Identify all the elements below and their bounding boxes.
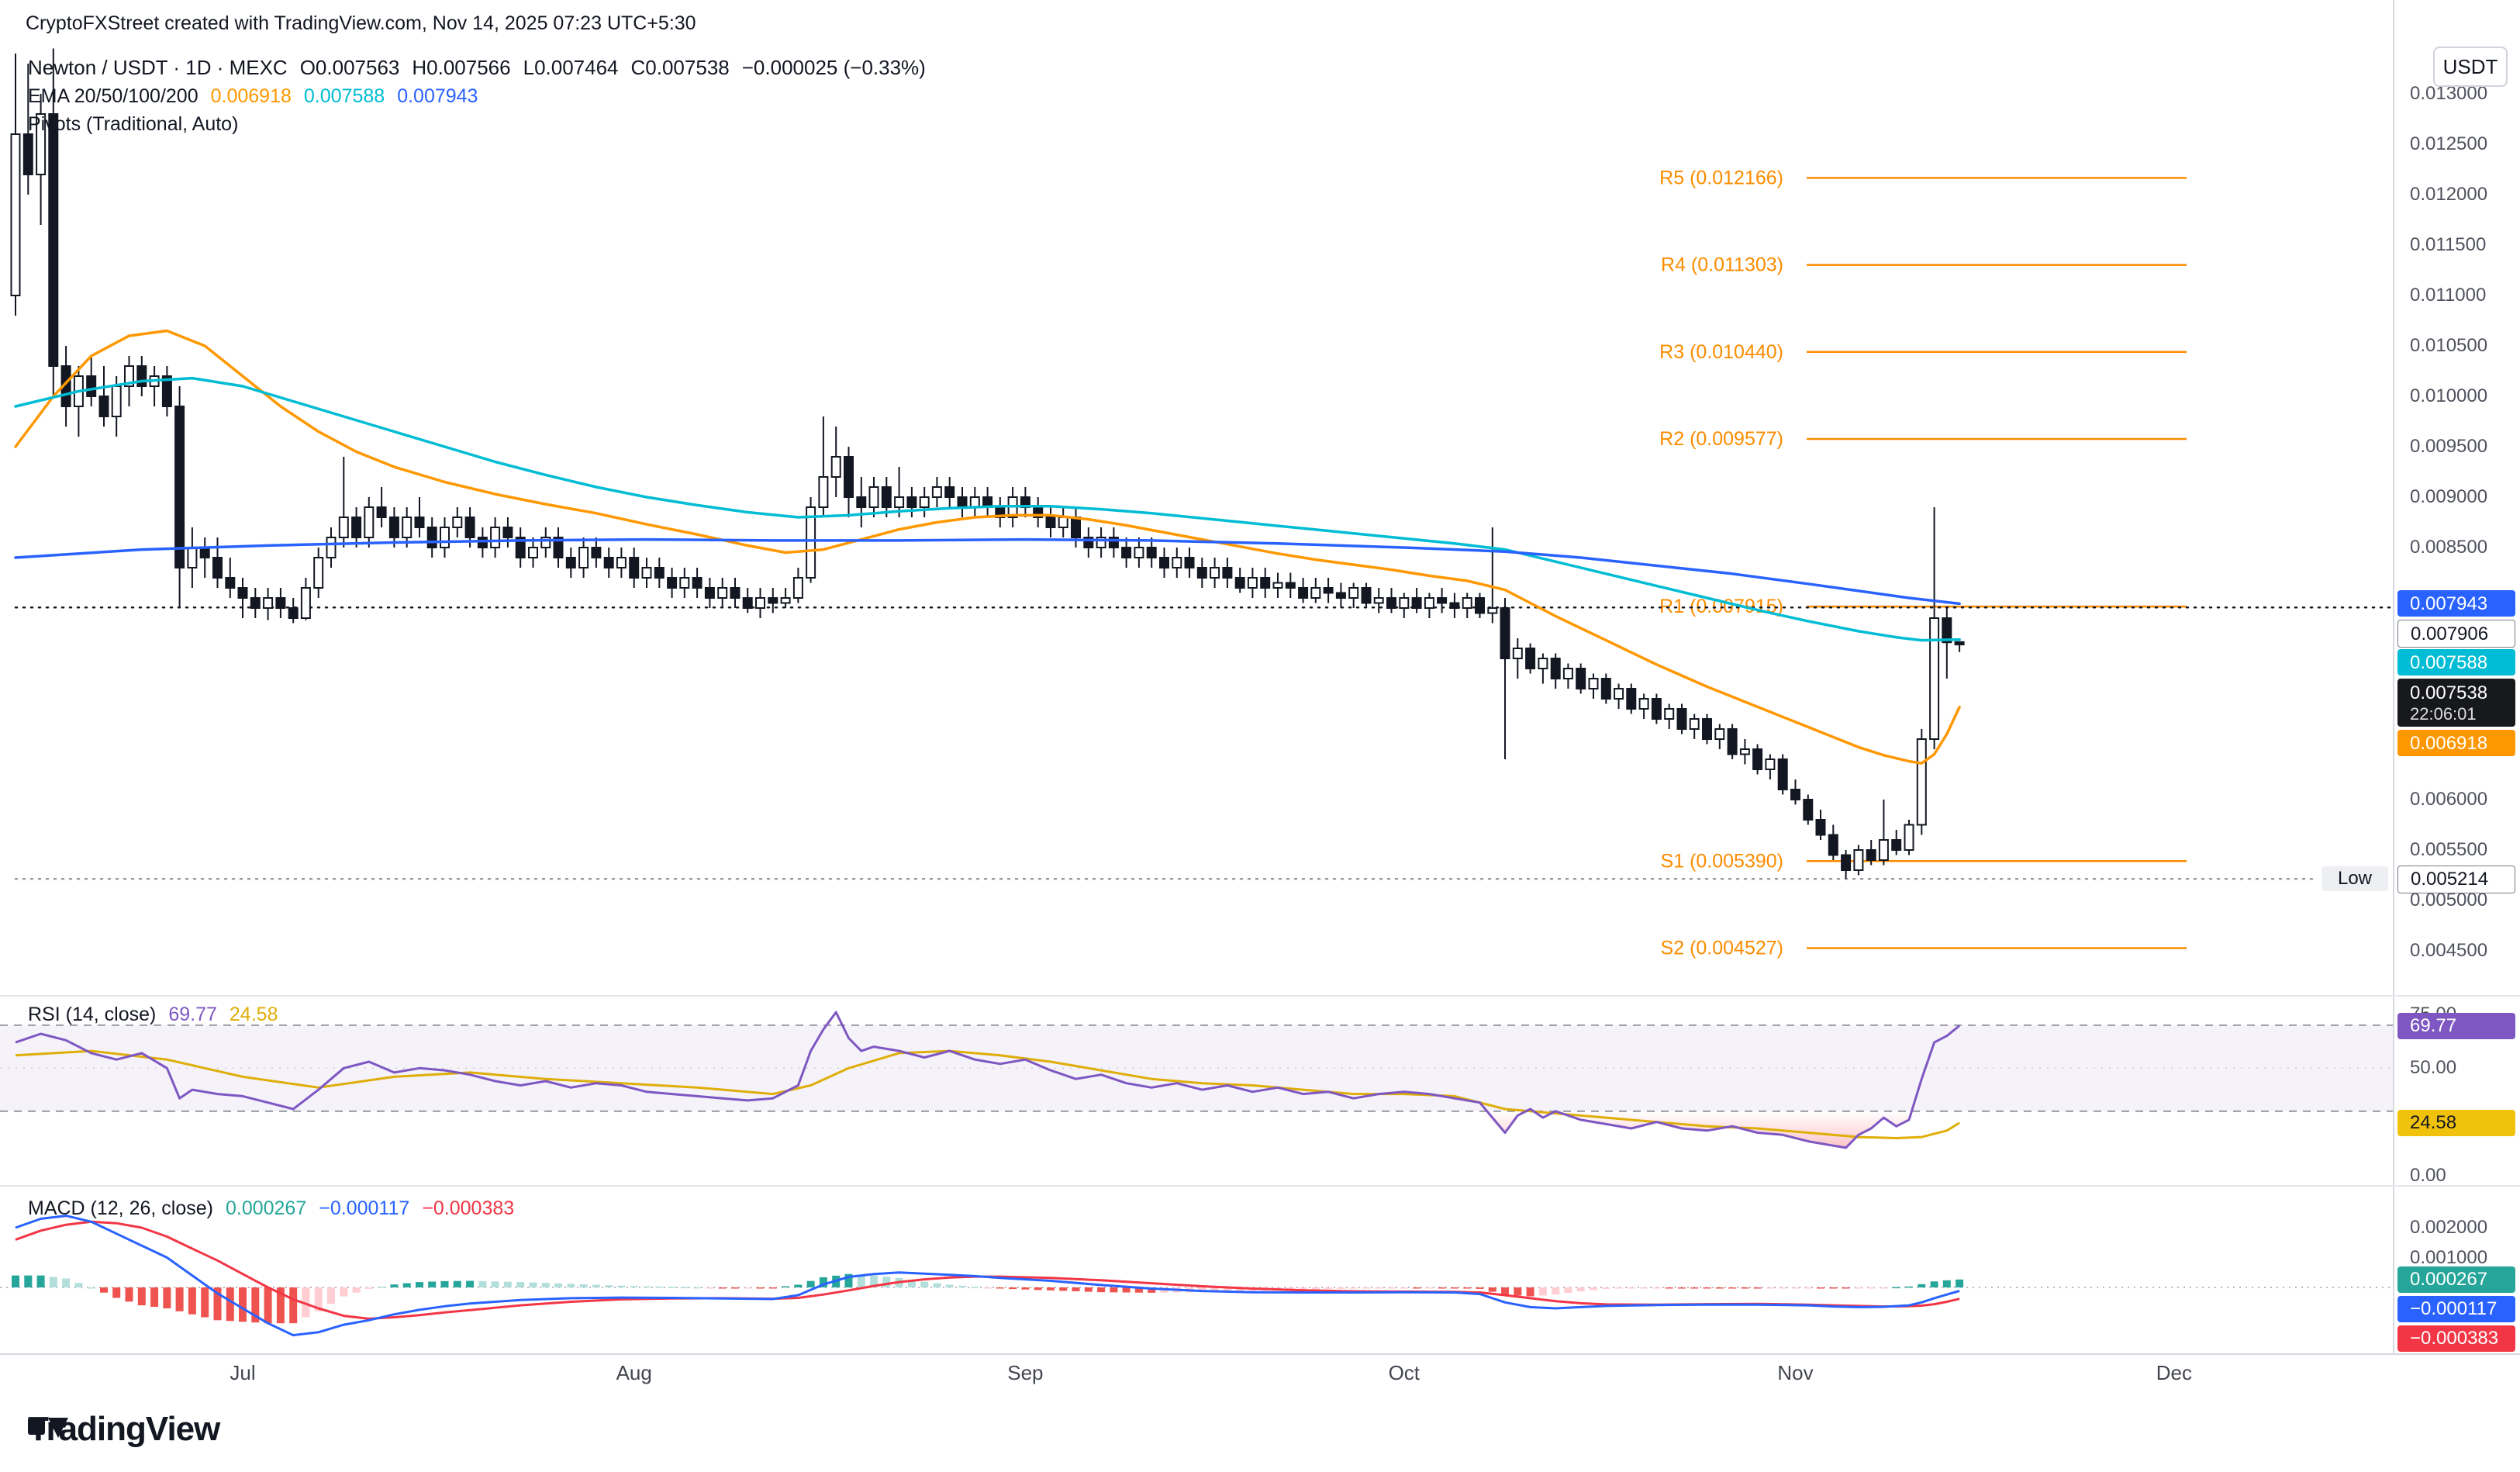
ema-line-cyan [14, 376, 1961, 642]
ohlc-open: O0.007563 [299, 56, 400, 79]
tradingview-logo-icon [28, 1418, 68, 1438]
rsi-legend[interactable]: RSI (14, close) 69.77 24.58 [28, 1004, 278, 1026]
time-axis-month: Dec [2156, 1361, 2192, 1384]
price-label-badge: 24.58 [2397, 1109, 2515, 1136]
price-label-badge: 0.007906 [2397, 620, 2515, 648]
time-axis-month: Oct [1388, 1361, 1421, 1384]
price-label-badge: 0.000267 [2397, 1266, 2515, 1293]
pivot-levels[interactable]: R5 (0.012166) R4 (0.011303) R3 (0.010440) R… [1659, 167, 2187, 959]
ema-line-blue [14, 537, 1961, 606]
rsi-line [15, 1011, 1961, 1149]
price-label-badge: 0.007943 [2397, 590, 2515, 617]
ema-legend-label: EMA 20/50/100/200 [28, 85, 198, 107]
symbol-legend[interactable]: Newton / USDT · 1D · MEXC O0.007563 H0.0… [28, 56, 926, 80]
axis-tick: 50.00 [2410, 1057, 2457, 1079]
pivot-label: R4 (0.011303) [1661, 254, 1783, 276]
axis-tick: 0.010000 [2410, 385, 2488, 406]
rsi-legend-label: RSI (14, close) [28, 1004, 157, 1025]
axis-tick: 0.012500 [2410, 133, 2488, 154]
axis-tick: 0.008500 [2410, 537, 2488, 558]
pivot-label: R3 (0.010440) [1659, 341, 1783, 363]
axis-tick: 0.011000 [2410, 285, 2487, 306]
ohlc-low: L0.007464 [523, 56, 619, 79]
price-lines[interactable] [14, 606, 2394, 880]
pivot-label: S2 (0.004527) [1661, 938, 1783, 959]
header-note: CryptoFXStreet created with TradingView.… [26, 12, 696, 34]
ohlc-close: C0.007538 [630, 56, 730, 79]
ema-value-blue: 0.007943 [397, 85, 478, 107]
macd-line-value: −0.000117 [319, 1197, 410, 1219]
macd-legend[interactable]: MACD (12, 26, close) 0.000267 −0.000117 … [28, 1197, 514, 1220]
macd-line [15, 1215, 1960, 1337]
ohlc-change: −0.000025 (−0.33%) [741, 56, 926, 79]
axis-tick: 0.006000 [2410, 789, 2488, 810]
price-scale[interactable]: 0.013000 0.012500 0.012000 0.011500 0.011000… [2393, 0, 2520, 1388]
macd-hist-value: 0.000267 [225, 1197, 307, 1219]
price-label-badge: 0.005214 [2397, 866, 2515, 894]
price-label-badge: 69.77 [2397, 1012, 2515, 1039]
pivots-legend[interactable]: Pivots (Traditional, Auto) [28, 113, 238, 136]
macd-legend-label: MACD (12, 26, close) [28, 1197, 213, 1219]
rsi-pane[interactable] [0, 1011, 2393, 1149]
pane-separator-macd[interactable] [0, 1185, 2520, 1187]
pivot-label: R2 (0.009577) [1659, 428, 1783, 450]
time-scale[interactable]: Jul Aug Sep Oct Nov Dec [0, 1355, 2520, 1394]
price-label-badge: 0.007538 22:06:01 [2397, 679, 2515, 727]
chart-canvas[interactable]: R5 (0.012166) R4 (0.011303) R3 (0.010440) R… [0, 0, 2520, 1388]
rsi-oversold-fill [16, 1111, 1960, 1148]
ema-legend[interactable]: EMA 20/50/100/200 0.006918 0.007588 0.00… [28, 85, 478, 108]
axis-tick: 0.00 [2410, 1165, 2446, 1186]
time-axis-month: Nov [1777, 1361, 1814, 1384]
low-price-chip: Low [2322, 866, 2388, 892]
candlestick-series[interactable] [10, 48, 1965, 879]
pivots-legend-label: Pivots (Traditional, Auto) [28, 113, 239, 135]
axis-tick: 0.010500 [2410, 335, 2488, 356]
axis-tick: 0.002000 [2410, 1217, 2488, 1238]
ema-value-orange: 0.006918 [210, 85, 292, 107]
axis-tick: 0.004500 [2410, 940, 2488, 961]
pivot-label: R5 (0.012166) [1659, 167, 1783, 188]
time-axis-month: Jul [230, 1361, 256, 1384]
axis-tick: 0.001000 [2410, 1246, 2488, 1268]
currency-toggle-button[interactable]: USDT [2433, 47, 2508, 87]
axis-tick: 0.009500 [2410, 436, 2488, 457]
ema-line-orange [14, 329, 1961, 765]
pane-separator-rsi[interactable] [0, 995, 2520, 997]
rsi-ma-value: 24.58 [229, 1004, 278, 1025]
pivot-label: S1 (0.005390) [1661, 850, 1783, 872]
axis-tick: 0.005500 [2410, 839, 2488, 860]
time-axis-month: Aug [616, 1361, 652, 1384]
axis-tick: 0.009000 [2410, 486, 2488, 507]
price-label-badge: 0.006918 [2397, 730, 2515, 757]
rsi-value: 69.77 [168, 1004, 217, 1025]
axis-tick: 0.011500 [2410, 234, 2487, 255]
macd-pane[interactable] [0, 1215, 2393, 1337]
time-axis-month: Sep [1007, 1361, 1044, 1384]
pane-separator-time-axis [0, 1353, 2520, 1355]
price-label-badge: 0.007588 [2397, 649, 2515, 676]
symbol-title: Newton / USDT · 1D · MEXC [28, 56, 288, 79]
rsi-ma-line [15, 1049, 1960, 1139]
tradingview-logo[interactable]: TradingView [28, 1410, 220, 1449]
axis-tick: 0.012000 [2410, 184, 2488, 205]
ema-value-cyan: 0.007588 [303, 85, 385, 107]
ohlc-high: H0.007566 [412, 56, 511, 79]
macd-signal-value: −0.000383 [422, 1197, 515, 1219]
price-label-badge: −0.000117 [2397, 1295, 2515, 1322]
price-label-badge: −0.000383 [2397, 1325, 2515, 1352]
